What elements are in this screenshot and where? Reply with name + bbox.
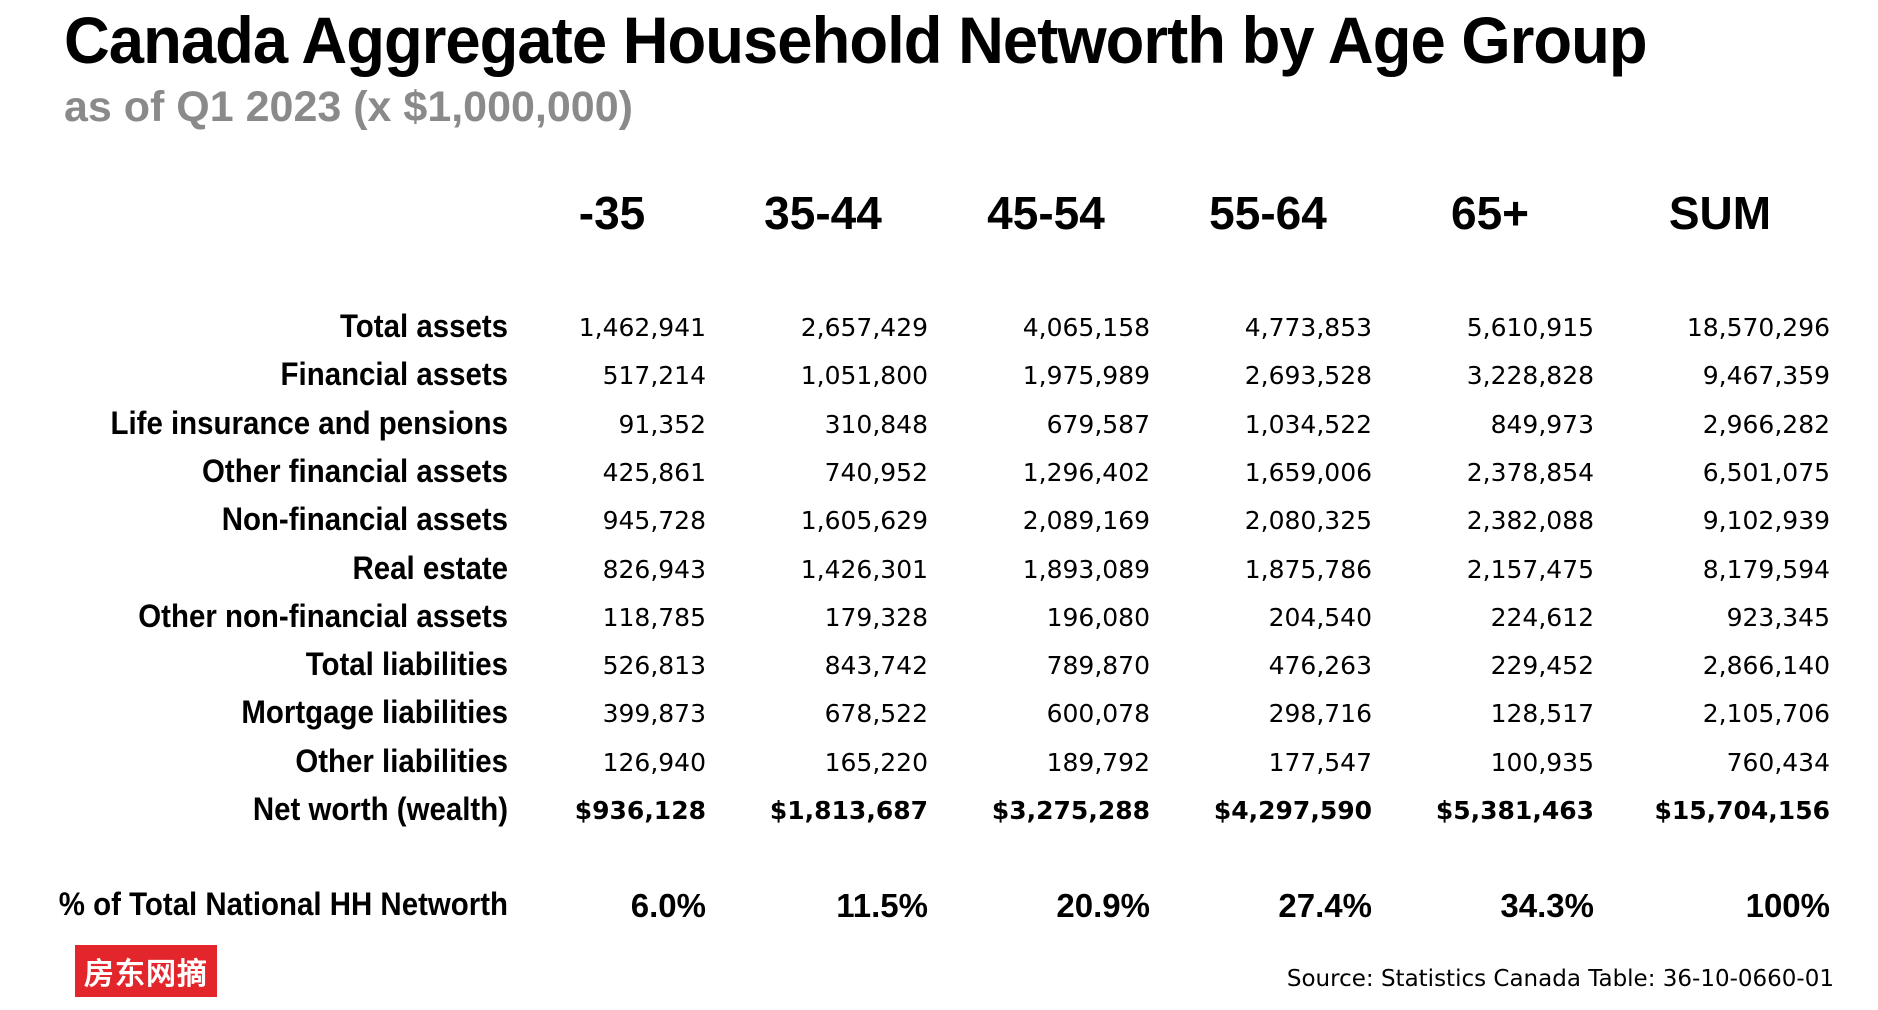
table-cell: 843,742 — [824, 651, 928, 681]
column-header: 65+ — [1450, 187, 1530, 239]
table-cell: 91,352 — [618, 409, 706, 439]
table-cell: 118,785 — [602, 602, 706, 632]
percent-row-label: % of Total National HH Networth — [58, 886, 508, 922]
table-cell: $15,704,156 — [1654, 796, 1830, 825]
table-cell: $3,275,288 — [991, 796, 1150, 825]
table-cell: 165,220 — [824, 747, 928, 777]
row-label: Other financial assets — [202, 452, 508, 489]
table-cell: 1,296,402 — [1022, 457, 1150, 487]
table-cell: 1,462,941 — [578, 313, 706, 342]
table-cell: 6,501,075 — [1702, 457, 1830, 487]
table-cell: $1,813,687 — [769, 796, 928, 825]
table-cell: 298,716 — [1268, 699, 1372, 729]
table-cell: 2,089,169 — [1022, 506, 1150, 536]
table-cell: $5,381,463 — [1435, 796, 1594, 825]
source-note: Source: Statistics Canada Table: 36-10-0… — [1286, 966, 1834, 992]
table-cell: 1,875,786 — [1244, 554, 1372, 584]
table-cell: 2,693,528 — [1244, 361, 1372, 391]
table-cell: 740,952 — [824, 457, 928, 487]
table-cell: $936,128 — [574, 796, 706, 825]
table-cell: 945,728 — [602, 506, 706, 536]
row-label: Real estate — [352, 549, 508, 586]
row-label: Mortgage liabilities — [241, 694, 508, 731]
row-label: Total liabilities — [305, 646, 508, 683]
table-cell: 2,382,088 — [1466, 506, 1594, 536]
table-cell: 1,051,800 — [800, 361, 928, 391]
row-label: Financial assets — [280, 356, 508, 393]
table-cell: 1,893,089 — [1022, 554, 1150, 584]
table-cell: 1,034,522 — [1244, 409, 1372, 439]
table-cell: 600,078 — [1046, 699, 1150, 729]
table-cell: 849,973 — [1490, 409, 1594, 439]
row-label: Non-financial assets — [221, 501, 509, 538]
watermark-badge: 房东网摘 — [75, 945, 217, 997]
table-cell: 18,570,296 — [1686, 313, 1830, 342]
column-header: -35 — [578, 187, 646, 239]
column-header: 55-64 — [1209, 187, 1327, 239]
table-cell: 8,179,594 — [1702, 554, 1830, 584]
chart-subtitle: as of Q1 2023 (x $1,000,000) — [64, 83, 633, 131]
table-cell: 789,870 — [1046, 651, 1150, 681]
table-cell: 5,610,915 — [1466, 313, 1594, 342]
table-cell: 2,657,429 — [800, 313, 928, 342]
percent-cell: 34.3% — [1500, 887, 1594, 924]
row-label: Net worth (wealth) — [252, 791, 508, 827]
table-cell: 1,426,301 — [800, 554, 928, 584]
table-cell: 1,975,989 — [1022, 361, 1150, 391]
table-cell: 177,547 — [1268, 747, 1372, 777]
table-cell: 526,813 — [602, 651, 706, 681]
table-cell: 679,587 — [1046, 409, 1150, 439]
table-cell: 517,214 — [602, 361, 706, 391]
table-cell: 2,966,282 — [1702, 409, 1830, 439]
row-label: Other liabilities — [295, 742, 508, 779]
table-cell: $4,297,590 — [1213, 796, 1372, 825]
table-cell: 678,522 — [824, 699, 928, 729]
table-cell: 826,943 — [602, 554, 706, 584]
table-cell: 399,873 — [602, 699, 706, 729]
chart-title: Canada Aggregate Household Networth by A… — [64, 3, 1648, 77]
table-cell: 196,080 — [1046, 602, 1150, 632]
table-cell: 4,773,853 — [1244, 313, 1372, 342]
table-cell: 128,517 — [1490, 699, 1594, 729]
table-cell: 126,940 — [602, 747, 706, 777]
row-label: Total assets — [340, 308, 508, 344]
table-cell: 760,434 — [1726, 747, 1830, 777]
table-cell: 2,080,325 — [1244, 506, 1372, 536]
row-label: Life insurance and pensions — [110, 404, 508, 441]
table-cell: 2,157,475 — [1466, 554, 1594, 584]
table-cell: 189,792 — [1046, 747, 1150, 777]
column-header: 35-44 — [764, 187, 882, 239]
table-cell: 425,861 — [602, 457, 706, 487]
percent-cell: 27.4% — [1278, 887, 1372, 924]
table-cell: 179,328 — [824, 602, 928, 632]
percent-cell: 11.5% — [836, 887, 928, 924]
table-cell: 9,467,359 — [1702, 361, 1830, 391]
column-header: 45-54 — [987, 187, 1105, 239]
percent-cell: 6.0% — [630, 887, 706, 924]
table-cell: 100,935 — [1490, 747, 1594, 777]
table-cell: 1,659,006 — [1244, 457, 1372, 487]
table-cell: 2,866,140 — [1702, 651, 1830, 681]
table-cell: 1,605,629 — [800, 506, 928, 536]
table-cell: 2,378,854 — [1466, 457, 1594, 487]
table-cell: 9,102,939 — [1702, 506, 1830, 536]
table-cell: 923,345 — [1726, 602, 1830, 632]
table-cell: 4,065,158 — [1022, 313, 1150, 342]
percent-cell: 20.9% — [1056, 887, 1150, 924]
column-header: SUM — [1668, 187, 1772, 239]
row-label: Other non-financial assets — [138, 597, 508, 634]
table-cell: 476,263 — [1268, 651, 1372, 681]
table-cell: 310,848 — [824, 409, 928, 439]
table-cell: 224,612 — [1490, 602, 1594, 632]
table-cell: 229,452 — [1490, 651, 1594, 681]
table-cell: 3,228,828 — [1466, 361, 1594, 391]
table-cell: 2,105,706 — [1702, 699, 1830, 729]
table-cell: 204,540 — [1268, 602, 1372, 632]
percent-cell: 100% — [1745, 887, 1830, 924]
